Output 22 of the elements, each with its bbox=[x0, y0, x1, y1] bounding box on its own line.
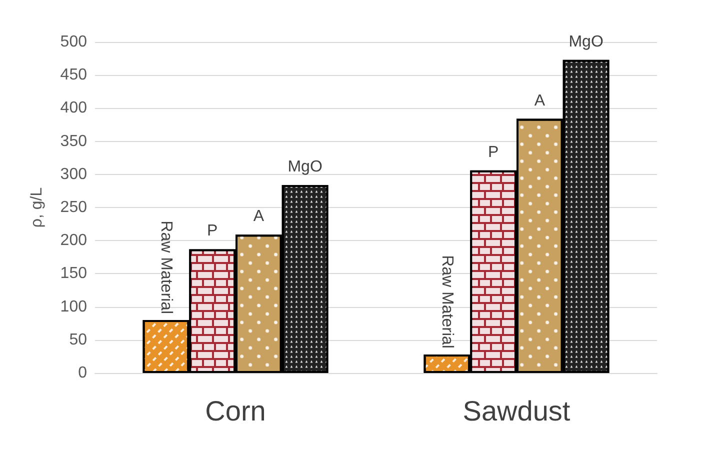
y-tick-label: 350 bbox=[60, 132, 88, 150]
series-label: MgO bbox=[288, 158, 322, 176]
y-tick-label: 0 bbox=[78, 364, 88, 382]
text: Raw Material bbox=[438, 255, 456, 348]
y-tick-label: 300 bbox=[60, 166, 88, 183]
y-tick-label: 500 bbox=[60, 34, 88, 50]
y-tick-label: 400 bbox=[60, 100, 88, 117]
text: P bbox=[488, 144, 499, 161]
series-label: A bbox=[253, 208, 264, 226]
y-tick-label: 250 bbox=[60, 199, 88, 216]
series-label: P bbox=[206, 222, 218, 240]
text: MgO bbox=[568, 33, 604, 50]
y-axis-title: ρ, g/L bbox=[28, 187, 46, 228]
x-tick-label: Corn bbox=[205, 396, 266, 426]
y-tick-label: 50 bbox=[69, 331, 88, 348]
text: A bbox=[534, 92, 546, 110]
y-tick-label: 200 bbox=[60, 232, 88, 250]
y-tick-label: 150 bbox=[60, 265, 88, 282]
y-tick-label: 450 bbox=[60, 66, 88, 84]
x-tick-label: Sawdust bbox=[462, 396, 570, 426]
y-tick-label: 100 bbox=[60, 298, 88, 316]
text: Raw Material bbox=[157, 220, 174, 314]
